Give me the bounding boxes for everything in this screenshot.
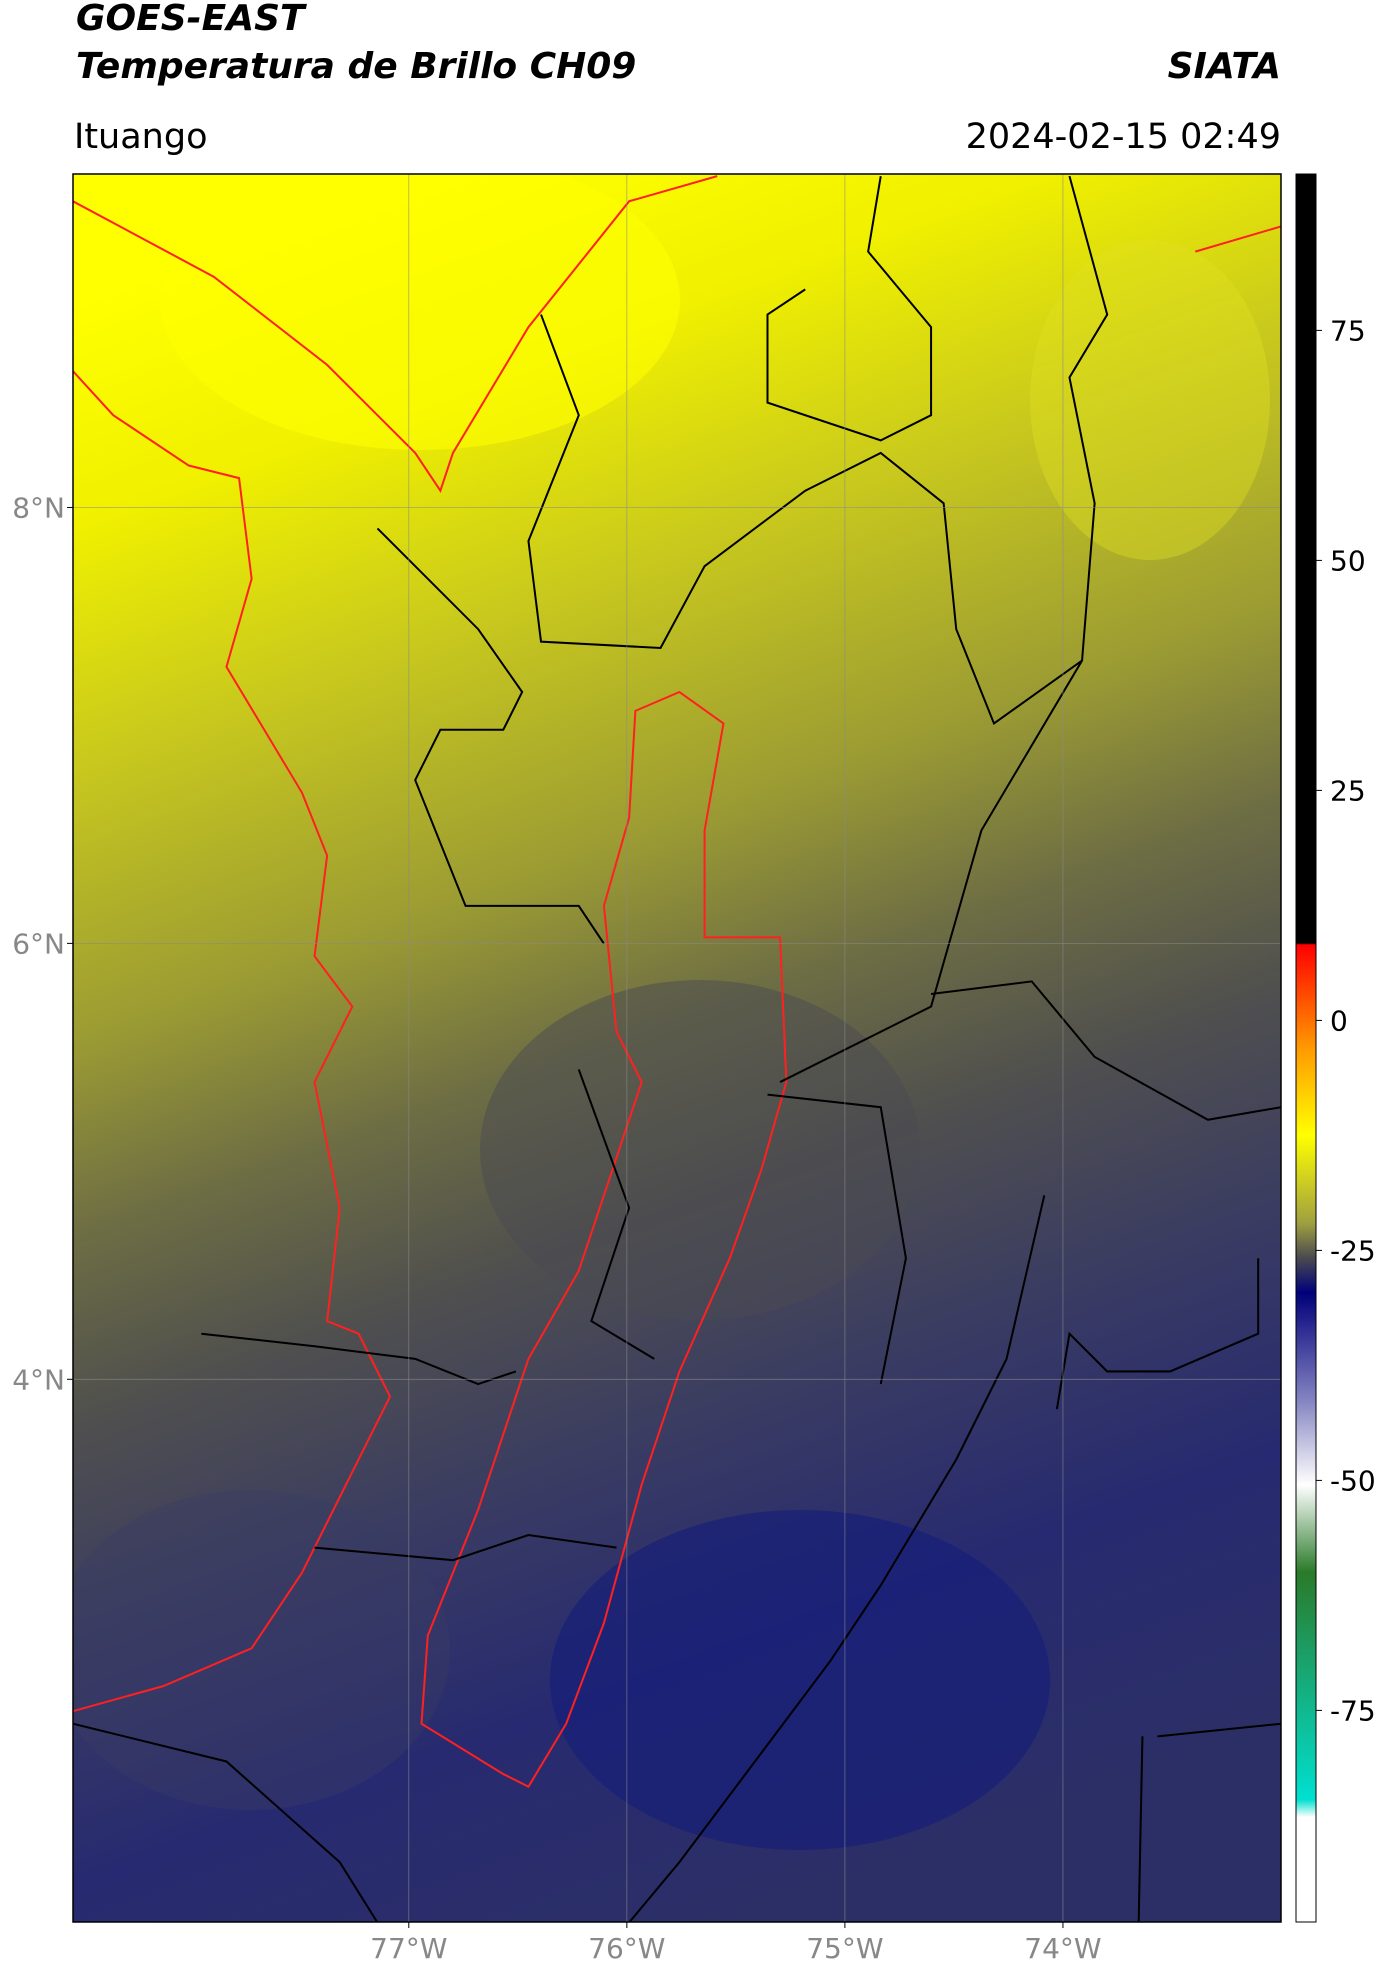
subtitle: Temperatura de Brillo CH09 [76, 46, 636, 87]
lon-tick-label: 74°W [1024, 1932, 1101, 1965]
timestamp: 2024-02-15 02:49 [966, 117, 1281, 157]
title: GOES-EAST [76, 0, 307, 39]
colorbar-tick-label: 0 [1330, 1004, 1348, 1037]
colorbar [1295, 173, 1317, 1923]
lon-tick-label: 75°W [806, 1932, 883, 1965]
colorbar-tick-label: 25 [1330, 774, 1366, 807]
agency: SIATA [1168, 46, 1281, 87]
colorbar-tick-label: 75 [1330, 314, 1366, 347]
colorbar-tick-label: -25 [1330, 1234, 1376, 1267]
lat-tick-label: 4°N [12, 1363, 65, 1396]
map-image [73, 174, 1281, 1922]
lat-tick-label: 8°N [12, 491, 65, 524]
lat-tick-label: 6°N [12, 927, 65, 960]
map-frame [72, 173, 1282, 1923]
lon-tick-label: 76°W [588, 1932, 665, 1965]
lon-tick-label: 77°W [370, 1932, 447, 1965]
colorbar-tick-label: -75 [1330, 1694, 1376, 1727]
colorbar-tick-label: 50 [1330, 544, 1366, 577]
colorbar-tick-label: -50 [1330, 1464, 1376, 1497]
region: Ituango [74, 117, 208, 157]
